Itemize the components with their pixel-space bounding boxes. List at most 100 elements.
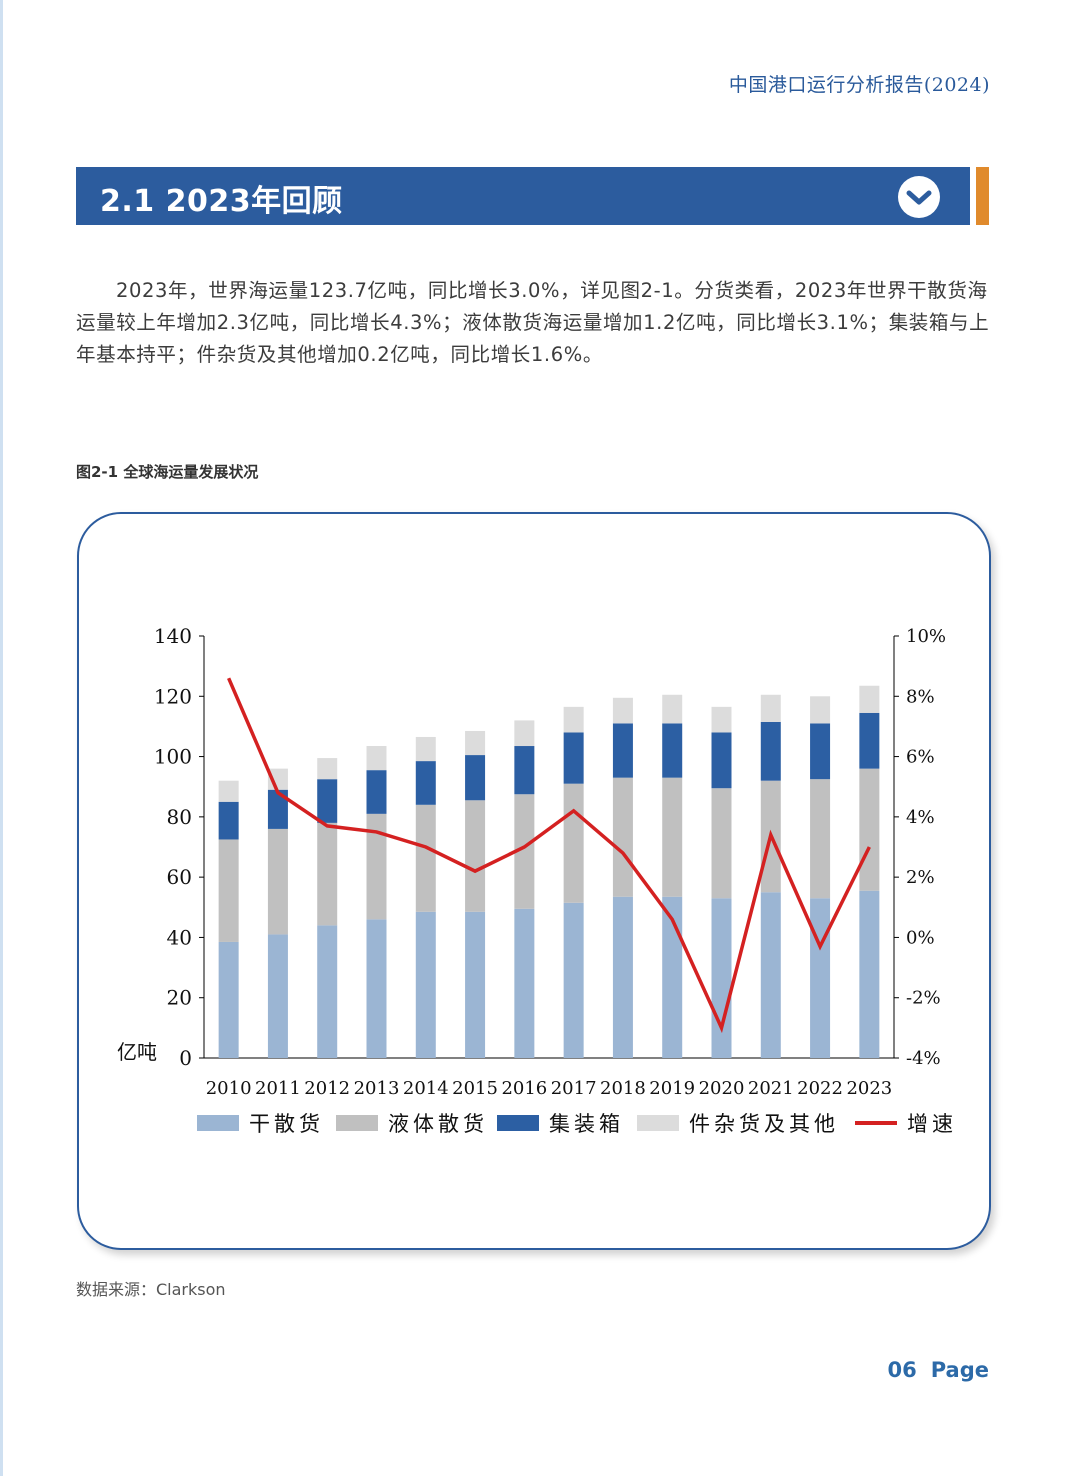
bar-segment xyxy=(317,822,338,926)
y-right-tick-label: 2% xyxy=(906,867,935,888)
bar-segment xyxy=(810,779,831,899)
x-tick-label: 2021 xyxy=(748,1078,794,1099)
chart-frame: 0 20 40 60 80 100 120 140 -4% -2% 0% 2% 4% 6% 8% 10% 亿吨 2… xyxy=(77,512,991,1250)
page-number: 06 Page xyxy=(887,1358,989,1382)
bar-segment xyxy=(415,736,436,762)
bar-segment xyxy=(218,941,239,1058)
running-header: 中国港口运行分析报告(2024) xyxy=(728,74,990,96)
bar-segment xyxy=(760,694,781,722)
y-left-tick-label: 100 xyxy=(154,745,192,769)
bar-segment xyxy=(218,780,239,802)
legend-label: 集装箱 xyxy=(549,1112,624,1136)
x-tick-label: 2018 xyxy=(600,1078,646,1099)
legend-swatch xyxy=(497,1115,539,1131)
y-left-axis-label: 亿吨 xyxy=(117,1040,157,1064)
bar-segment xyxy=(267,789,288,829)
legend-swatch xyxy=(197,1115,239,1131)
bar-segment xyxy=(711,898,732,1058)
bar-segment xyxy=(563,732,584,784)
x-tick-label: 2023 xyxy=(846,1078,892,1099)
y-left-tick-label: 80 xyxy=(167,805,192,829)
bar-segment xyxy=(366,746,387,771)
x-tick-label: 2017 xyxy=(551,1078,597,1099)
bar-segment xyxy=(662,896,683,1058)
bar-segment xyxy=(465,755,486,801)
bar-segment xyxy=(612,777,633,897)
section-banner: 2.1 2023年回顾 xyxy=(76,167,970,225)
bar-segment xyxy=(366,770,387,814)
bar-segment xyxy=(810,696,831,724)
y-left-tick-label: 60 xyxy=(167,865,192,889)
x-tick-label: 2020 xyxy=(699,1078,745,1099)
bar-segment xyxy=(465,800,486,912)
intro-paragraph: 2023年，世界海运量123.7亿吨，同比增长3.0%，详见图2-1。分货类看，… xyxy=(76,279,990,366)
y-left-tick-label: 0 xyxy=(179,1046,192,1070)
x-tick-label: 2011 xyxy=(255,1078,301,1099)
bar-segment xyxy=(612,697,633,724)
x-tick-label: 2014 xyxy=(403,1078,449,1099)
bar-segment xyxy=(859,890,880,1058)
page-edge-rule xyxy=(0,0,3,1476)
bar-segment xyxy=(662,694,683,724)
bar-segment xyxy=(563,902,584,1058)
stacked-bar-line-chart: 0 20 40 60 80 100 120 140 -4% -2% 0% 2% 4% 6% 8% 10% 亿吨 2… xyxy=(117,624,957,1136)
section-title: 2.1 2023年回顾 xyxy=(100,184,343,219)
legend-swatch xyxy=(336,1115,378,1131)
bar-segment xyxy=(267,828,288,935)
bar-segment xyxy=(760,892,781,1058)
bar-segment xyxy=(662,777,683,897)
x-tick-label: 2010 xyxy=(206,1078,252,1099)
bar-segment xyxy=(760,721,781,781)
bar-segment xyxy=(711,788,732,899)
bar-segment xyxy=(514,746,535,795)
page-number-value: 06 xyxy=(887,1358,917,1382)
bar-segment xyxy=(465,730,486,756)
bar-segment xyxy=(366,813,387,920)
bar-segment xyxy=(415,911,436,1058)
bar-segment xyxy=(711,732,732,789)
legend-label: 件杂货及其他 xyxy=(689,1112,839,1136)
bar-segment xyxy=(415,761,436,805)
page-label: Page xyxy=(930,1358,989,1382)
bar-segment xyxy=(514,908,535,1058)
section-accent-bar xyxy=(976,167,989,225)
chevron-down-icon xyxy=(898,176,940,218)
bar-segment xyxy=(366,919,387,1058)
bar-segment xyxy=(612,896,633,1058)
bar-segment xyxy=(563,706,584,733)
bar-segment xyxy=(859,768,880,891)
x-tick-label: 2012 xyxy=(304,1078,350,1099)
y-right-tick-label: 4% xyxy=(906,807,935,828)
bar-segment xyxy=(415,804,436,912)
y-left-tick-label: 140 xyxy=(154,624,192,648)
bar-segment xyxy=(859,685,880,713)
bar-segment xyxy=(810,723,831,780)
y-right-tick-label: 10% xyxy=(906,626,946,647)
legend-label: 干散货 xyxy=(249,1112,324,1136)
figure-caption: 图2-1 全球海运量发展状况 xyxy=(76,463,259,481)
y-right-tick-label: 0% xyxy=(906,927,935,948)
y-left-tick-label: 40 xyxy=(167,925,192,949)
data-source: 数据来源：Clarkson xyxy=(76,1280,226,1299)
bar-segment xyxy=(218,801,239,840)
bar-segment xyxy=(267,934,288,1058)
bar-segment xyxy=(317,758,338,780)
bar-segment xyxy=(810,898,831,1058)
y-left-tick-label: 120 xyxy=(154,684,192,708)
bar-segment xyxy=(612,723,633,778)
legend-swatch xyxy=(637,1115,679,1131)
x-tick-label: 2022 xyxy=(797,1078,843,1099)
y-right-tick-label: 8% xyxy=(906,686,935,707)
y-right-tick-label: 6% xyxy=(906,747,935,768)
bar-segment xyxy=(465,911,486,1058)
x-tick-label: 2013 xyxy=(354,1078,400,1099)
x-tick-label: 2015 xyxy=(452,1078,498,1099)
growth-rate-line xyxy=(227,677,871,1034)
bar-segment xyxy=(317,925,338,1058)
legend-label: 液体散货 xyxy=(388,1112,488,1136)
bar-segment xyxy=(859,712,880,769)
legend-label: 增速 xyxy=(907,1112,957,1136)
x-tick-label: 2016 xyxy=(501,1078,547,1099)
y-right-tick-label: -2% xyxy=(906,988,941,1009)
bar-segment xyxy=(711,706,732,733)
